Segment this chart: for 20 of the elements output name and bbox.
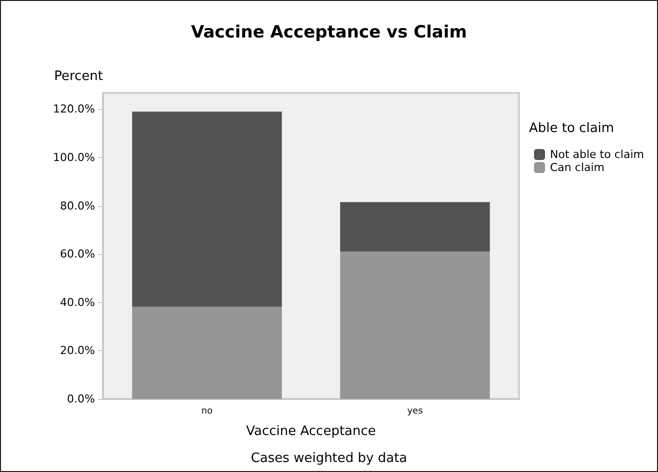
y-tick-label: 80.0% xyxy=(60,199,95,212)
y-tick-label: 100.0% xyxy=(53,150,95,164)
y-axis-title: Percent xyxy=(54,69,103,84)
y-tick-label: 40.0% xyxy=(60,296,95,309)
y-tick-label: 120.0% xyxy=(53,102,95,116)
legend-label: Can claim xyxy=(550,161,605,174)
chart-title: Vaccine Acceptance vs Claim xyxy=(191,22,467,42)
bar xyxy=(132,306,282,399)
y-tick-label: 60.0% xyxy=(60,248,95,261)
legend-label: Not able to claim xyxy=(550,148,644,161)
legend-title: Able to claim xyxy=(529,121,614,136)
y-tick-label: 0.0% xyxy=(67,392,95,406)
bar xyxy=(340,252,490,399)
bar xyxy=(340,202,490,252)
x-tick-label: no xyxy=(201,406,214,416)
y-tick-label: 20.0% xyxy=(60,344,95,358)
bar xyxy=(132,112,282,307)
x-tick-label: yes xyxy=(407,406,424,416)
x-axis-title: Vaccine Acceptance xyxy=(246,424,376,439)
text: Cases weighted by data xyxy=(250,451,408,466)
